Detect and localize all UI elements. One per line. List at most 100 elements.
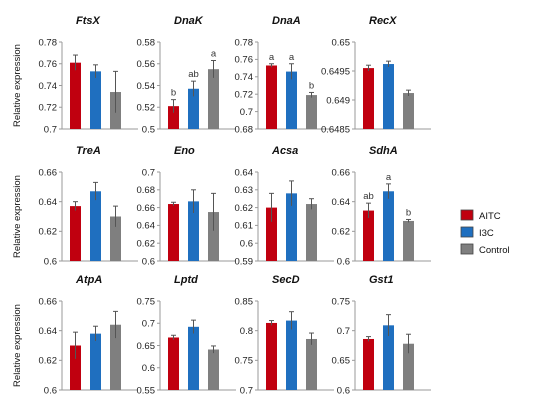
- legend-label: AITC: [479, 211, 501, 222]
- panel-atpa: AtpA 0.6 0.62 0.64 0.66: [39, 274, 138, 396]
- y-tick-label: 0.66: [39, 167, 58, 178]
- panel-lptd: Lptd 0.55 0.6 0.65 0.7 0.75: [137, 274, 236, 396]
- y-tick-label: 0.7: [44, 124, 57, 135]
- bar-control: [403, 220, 414, 261]
- y-tick-label: 0.6: [337, 256, 350, 267]
- panel-title: SecD: [272, 274, 300, 286]
- y-tick-label: 0.61: [235, 221, 254, 232]
- bar-aitc: [266, 322, 277, 390]
- bar-i3c: [286, 320, 297, 390]
- y-tick-label: 0.8: [240, 326, 253, 337]
- bar-aitc: [168, 204, 179, 261]
- y-tick-label: 0.6: [142, 256, 155, 267]
- y-tick-label: 0.7: [142, 319, 155, 330]
- y-tick-label: 0.5: [142, 124, 155, 135]
- panel-secd: SecD 0.7 0.75 0.8 0.85: [235, 274, 334, 396]
- y-tick-label: 0.68: [137, 185, 156, 196]
- bar-i3c: [286, 71, 297, 129]
- panel-title: Eno: [174, 145, 195, 157]
- panel-eno: Eno 0.6 0.62 0.64 0.66 0.68 0.7: [137, 145, 236, 267]
- y-tick-label: 0.7: [240, 107, 253, 118]
- y-tick-label: 0.74: [39, 81, 58, 92]
- y-tick-label: 0.62: [39, 356, 58, 367]
- y-tick-label: 0.6: [44, 256, 57, 267]
- y-tick-label: 0.7: [142, 167, 155, 178]
- bar-control: [403, 343, 414, 390]
- bar-control: [306, 204, 317, 261]
- y-tick-label: 0.63: [235, 185, 254, 196]
- panel-dnak: DnaK 0.5 0.52 0.54 0.56 0.58 b ab a: [137, 15, 236, 135]
- y-tick-label: 0.75: [332, 296, 351, 307]
- legend-label: I3C: [479, 228, 494, 239]
- panel-ftsx: FtsX 0.7 0.72 0.74 0.76 0.78: [39, 15, 138, 135]
- y-tick-label: 0.68: [235, 124, 254, 135]
- y-tick-label: 0.65: [137, 341, 156, 352]
- y-tick-label: 0.66: [332, 167, 351, 178]
- y-tick-label: 0.6: [337, 385, 350, 396]
- y-tick-label: 0.55: [137, 385, 156, 396]
- bar-aitc: [70, 345, 81, 390]
- bar-i3c: [188, 201, 199, 261]
- significance-label: ab: [188, 69, 199, 80]
- bar-aitc: [363, 68, 374, 129]
- y-tick-label: 0.76: [235, 55, 254, 66]
- y-tick-label: 0.64: [235, 167, 254, 178]
- y-tick-label: 0.64: [39, 197, 58, 208]
- y-tick-label: 0.62: [39, 227, 58, 238]
- y-tick-label: 0.66: [137, 203, 156, 214]
- y-tick-label: 0.649: [326, 95, 350, 106]
- bar-aitc: [363, 210, 374, 261]
- y-tick-label: 0.72: [235, 90, 254, 101]
- y-tick-label: 0.78: [235, 37, 254, 48]
- bar-i3c: [383, 191, 394, 261]
- y-tick-label: 0.7: [240, 385, 253, 396]
- bar-i3c: [383, 325, 394, 390]
- y-tick-label: 0.74: [235, 72, 254, 83]
- significance-label: b: [171, 88, 176, 99]
- bar-aitc: [168, 337, 179, 390]
- y-tick-label: 0.58: [137, 37, 156, 48]
- bar-control: [110, 216, 121, 261]
- bar-i3c: [188, 88, 199, 129]
- bar-control: [306, 338, 317, 390]
- panel-title: RecX: [369, 15, 397, 27]
- significance-label: a: [386, 172, 392, 183]
- bar-control: [208, 69, 219, 129]
- bar-control: [403, 93, 414, 129]
- y-tick-label: 0.6495: [321, 66, 350, 77]
- bar-aitc: [266, 207, 277, 261]
- legend: AITC I3C Control: [460, 209, 510, 256]
- y-tick-label: 0.6: [142, 363, 155, 374]
- bar-control: [208, 349, 219, 390]
- y-tick-label: 0.78: [39, 37, 58, 48]
- panel-title: SdhA: [369, 145, 398, 157]
- panel-title: Gst1: [369, 274, 393, 286]
- bar-control: [306, 95, 317, 129]
- y-tick-label: 0.54: [137, 81, 156, 92]
- bar-i3c: [90, 333, 101, 390]
- y-tick-label: 0.65: [332, 356, 351, 367]
- y-tick-label: 0.64: [332, 197, 351, 208]
- y-tick-label: 0.75: [235, 356, 254, 367]
- y-tick-label: 0.7: [337, 326, 350, 337]
- bar-i3c: [90, 71, 101, 129]
- significance-label: ab: [363, 191, 374, 202]
- legend-swatch-control: [460, 243, 474, 255]
- panel-title: Lptd: [174, 274, 198, 286]
- significance-label: a: [269, 52, 275, 63]
- y-tick-label: 0.59: [235, 256, 254, 267]
- y-tick-label: 0.52: [137, 103, 156, 114]
- bar-aitc: [70, 62, 81, 129]
- y-tick-label: 0.6: [44, 385, 57, 396]
- bar-aitc: [266, 65, 277, 129]
- panel-title: AtpA: [75, 274, 102, 286]
- y-tick-label: 0.62: [235, 203, 254, 214]
- y-axis-label: Relative expression: [12, 304, 23, 387]
- panel-recx: RecX 0.6485 0.649 0.6495 0.65: [321, 15, 431, 135]
- bar-aitc: [168, 106, 179, 129]
- significance-label: a: [289, 52, 295, 63]
- significance-label: a: [211, 48, 217, 59]
- panel-title: FtsX: [76, 15, 101, 27]
- bar-control: [208, 212, 219, 261]
